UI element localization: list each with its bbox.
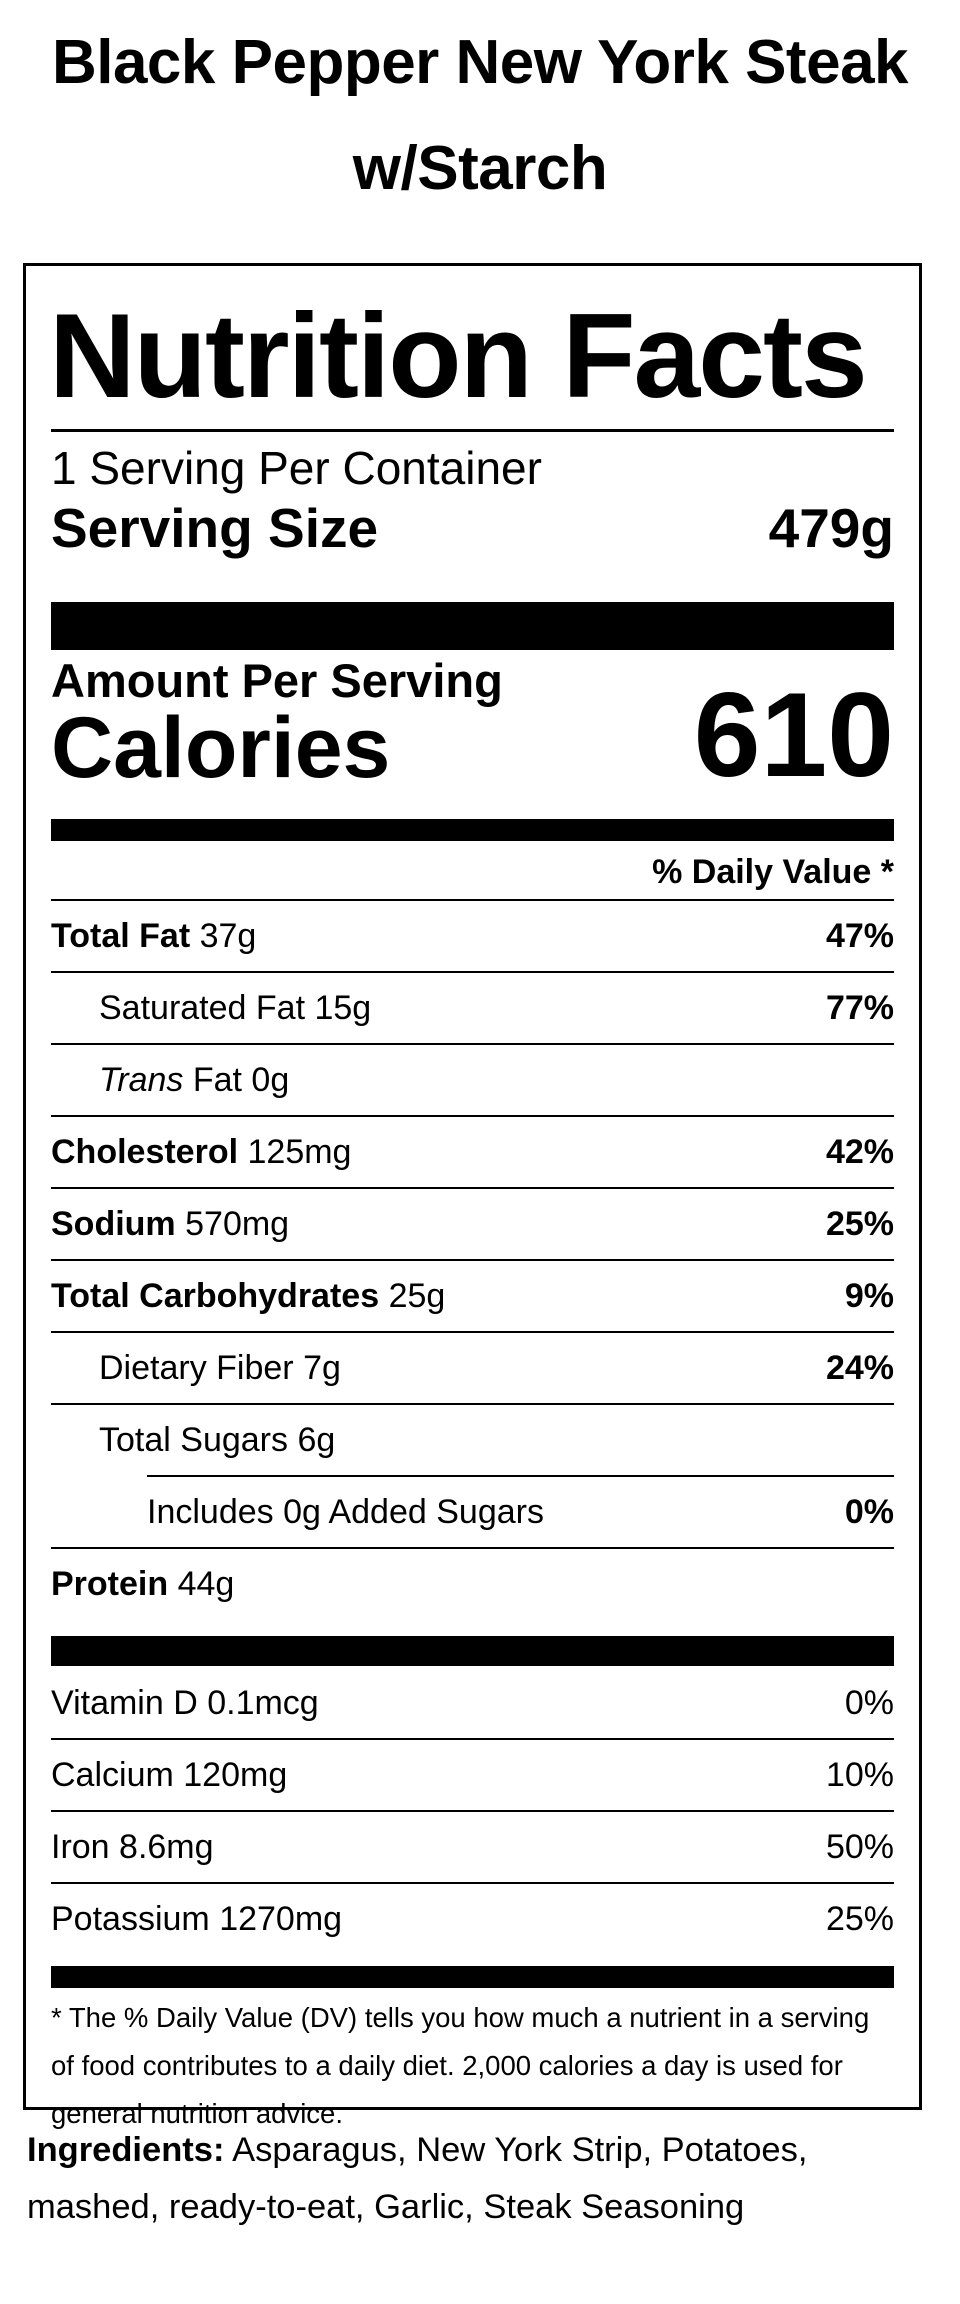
nutrient-amount: 15g: [314, 989, 372, 1027]
nutrient-name: Dietary Fiber: [99, 1349, 294, 1387]
nutrient-row-total-fat: Total Fat 37g 47%: [51, 901, 894, 971]
nutrient-row-saturated-fat: Saturated Fat 15g 77%: [51, 973, 894, 1043]
calories-value: 610: [693, 668, 894, 802]
nutrient-amount: 37g: [199, 917, 257, 955]
nutrient-name: Total Carbohydrates: [51, 1277, 380, 1315]
divider: [51, 1259, 894, 1261]
divider: [51, 1738, 894, 1740]
divider: [51, 1403, 894, 1405]
nutrient-row-protein: Protein 44g: [51, 1549, 894, 1619]
ingredients: Ingredients: Asparagus, New York Strip, …: [27, 2122, 940, 2236]
nutrient-name: Protein: [51, 1565, 169, 1603]
nutrient-name: Includes 0g Added Sugars: [147, 1493, 544, 1531]
calories-label: Calories: [51, 700, 391, 796]
divider: [51, 429, 894, 432]
vitamin-row-iron: Iron 8.6mg 50%: [51, 1812, 894, 1882]
amount-per-serving: Amount Per Serving: [51, 654, 503, 707]
product-title-line1: Black Pepper New York Steak: [51, 28, 909, 97]
nutrient-name: Fat: [192, 1061, 242, 1099]
divider: [51, 1331, 894, 1333]
product-title: Black Pepper New York Steak w/Starch: [0, 10, 960, 222]
vitamin-row-calcium: Calcium 120mg 10%: [51, 1740, 894, 1810]
nutrient-amount: 570mg: [185, 1205, 290, 1243]
serving-size-label: Serving Size: [51, 497, 379, 559]
nutrient-name: Total Fat: [51, 917, 191, 955]
footnote: * The % Daily Value (DV) tells you how m…: [51, 2002, 870, 2129]
nutrient-row-total-carbohydrates: Total Carbohydrates 25g 9%: [51, 1261, 894, 1331]
nutrient-amount: 125mg: [247, 1133, 352, 1171]
nutrient-amount: 25g: [388, 1277, 446, 1315]
nutrition-facts-heading: Nutrition Facts: [49, 289, 868, 423]
nutrient-name: Sodium: [51, 1205, 176, 1243]
nutrient-amount: 0g: [251, 1061, 290, 1099]
vitamin-dv: 10%: [825, 1756, 894, 1794]
thick-divider: [51, 602, 894, 650]
thick-divider: [51, 1636, 894, 1666]
nutrient-row-sodium: Sodium 570mg 25%: [51, 1189, 894, 1259]
vitamin-name: Iron: [51, 1828, 110, 1866]
divider: [51, 971, 894, 973]
nutrient-dv: 0%: [844, 1493, 894, 1531]
vitamin-amount: 0.1mcg: [207, 1684, 319, 1722]
medium-divider: [51, 1966, 894, 1988]
nutrient-dv: 25%: [825, 1205, 894, 1243]
vitamin-dv: 0%: [844, 1684, 894, 1722]
vitamin-name: Calcium: [51, 1756, 174, 1794]
ingredients-label: Ingredients:: [27, 2131, 225, 2169]
nutrient-row-added-sugars: Includes 0g Added Sugars 0%: [51, 1477, 894, 1547]
nutrient-dv: 42%: [825, 1133, 894, 1171]
vitamin-dv: 25%: [825, 1900, 894, 1938]
nutrient-row-trans-fat: Trans Fat 0g: [51, 1045, 894, 1115]
nutrient-name: Saturated Fat: [99, 989, 306, 1027]
nutrient-dv: 9%: [844, 1277, 894, 1315]
daily-value-header: % Daily Value *: [652, 853, 894, 891]
servings-per-container: 1 Serving Per Container: [51, 442, 542, 494]
vitamin-row-potassium: Potassium 1270mg 25%: [51, 1884, 894, 1954]
vitamin-name: Vitamin D: [51, 1684, 198, 1722]
vitamin-amount: 1270mg: [219, 1900, 343, 1938]
divider: [51, 1187, 894, 1189]
nutrient-name-italic: Trans: [99, 1061, 184, 1099]
vitamin-dv: 50%: [825, 1828, 894, 1866]
product-title-line2: w/Starch: [352, 134, 608, 203]
vitamin-row-vitamin-d: Vitamin D 0.1mcg 0%: [51, 1668, 894, 1738]
nutrient-row-total-sugars: Total Sugars 6g: [51, 1405, 894, 1475]
vitamin-name: Potassium: [51, 1900, 210, 1938]
indented-divider: [147, 1475, 894, 1477]
nutrient-name: Total Sugars: [99, 1421, 288, 1459]
serving-size-value: 479g: [768, 497, 894, 559]
nutrient-row-cholesterol: Cholesterol 125mg 42%: [51, 1117, 894, 1187]
nutrient-dv: 77%: [825, 989, 894, 1027]
nutrient-row-dietary-fiber: Dietary Fiber 7g 24%: [51, 1333, 894, 1403]
vitamin-amount: 8.6mg: [119, 1828, 214, 1866]
divider: [51, 1810, 894, 1812]
nutrient-dv: 47%: [825, 917, 894, 955]
nutrient-dv: 24%: [825, 1349, 894, 1387]
nutrition-facts-label: Nutrition Facts 1 Serving Per Container …: [23, 263, 922, 2129]
divider: [51, 1547, 894, 1549]
nutrient-amount: 7g: [303, 1349, 341, 1387]
divider: [51, 1115, 894, 1117]
nutrient-name: Cholesterol: [51, 1133, 239, 1171]
nutrient-amount: 44g: [177, 1565, 235, 1603]
ingredients-text: Asparagus, New York Strip, Potatoes, mas…: [27, 2131, 808, 2226]
medium-divider: [51, 819, 894, 841]
divider: [51, 899, 894, 901]
vitamin-amount: 120mg: [183, 1756, 288, 1794]
serving-size-row: Serving Size 479g: [51, 498, 894, 558]
nutrient-amount: 6g: [297, 1421, 336, 1459]
divider: [51, 1882, 894, 1884]
divider: [51, 1043, 894, 1045]
